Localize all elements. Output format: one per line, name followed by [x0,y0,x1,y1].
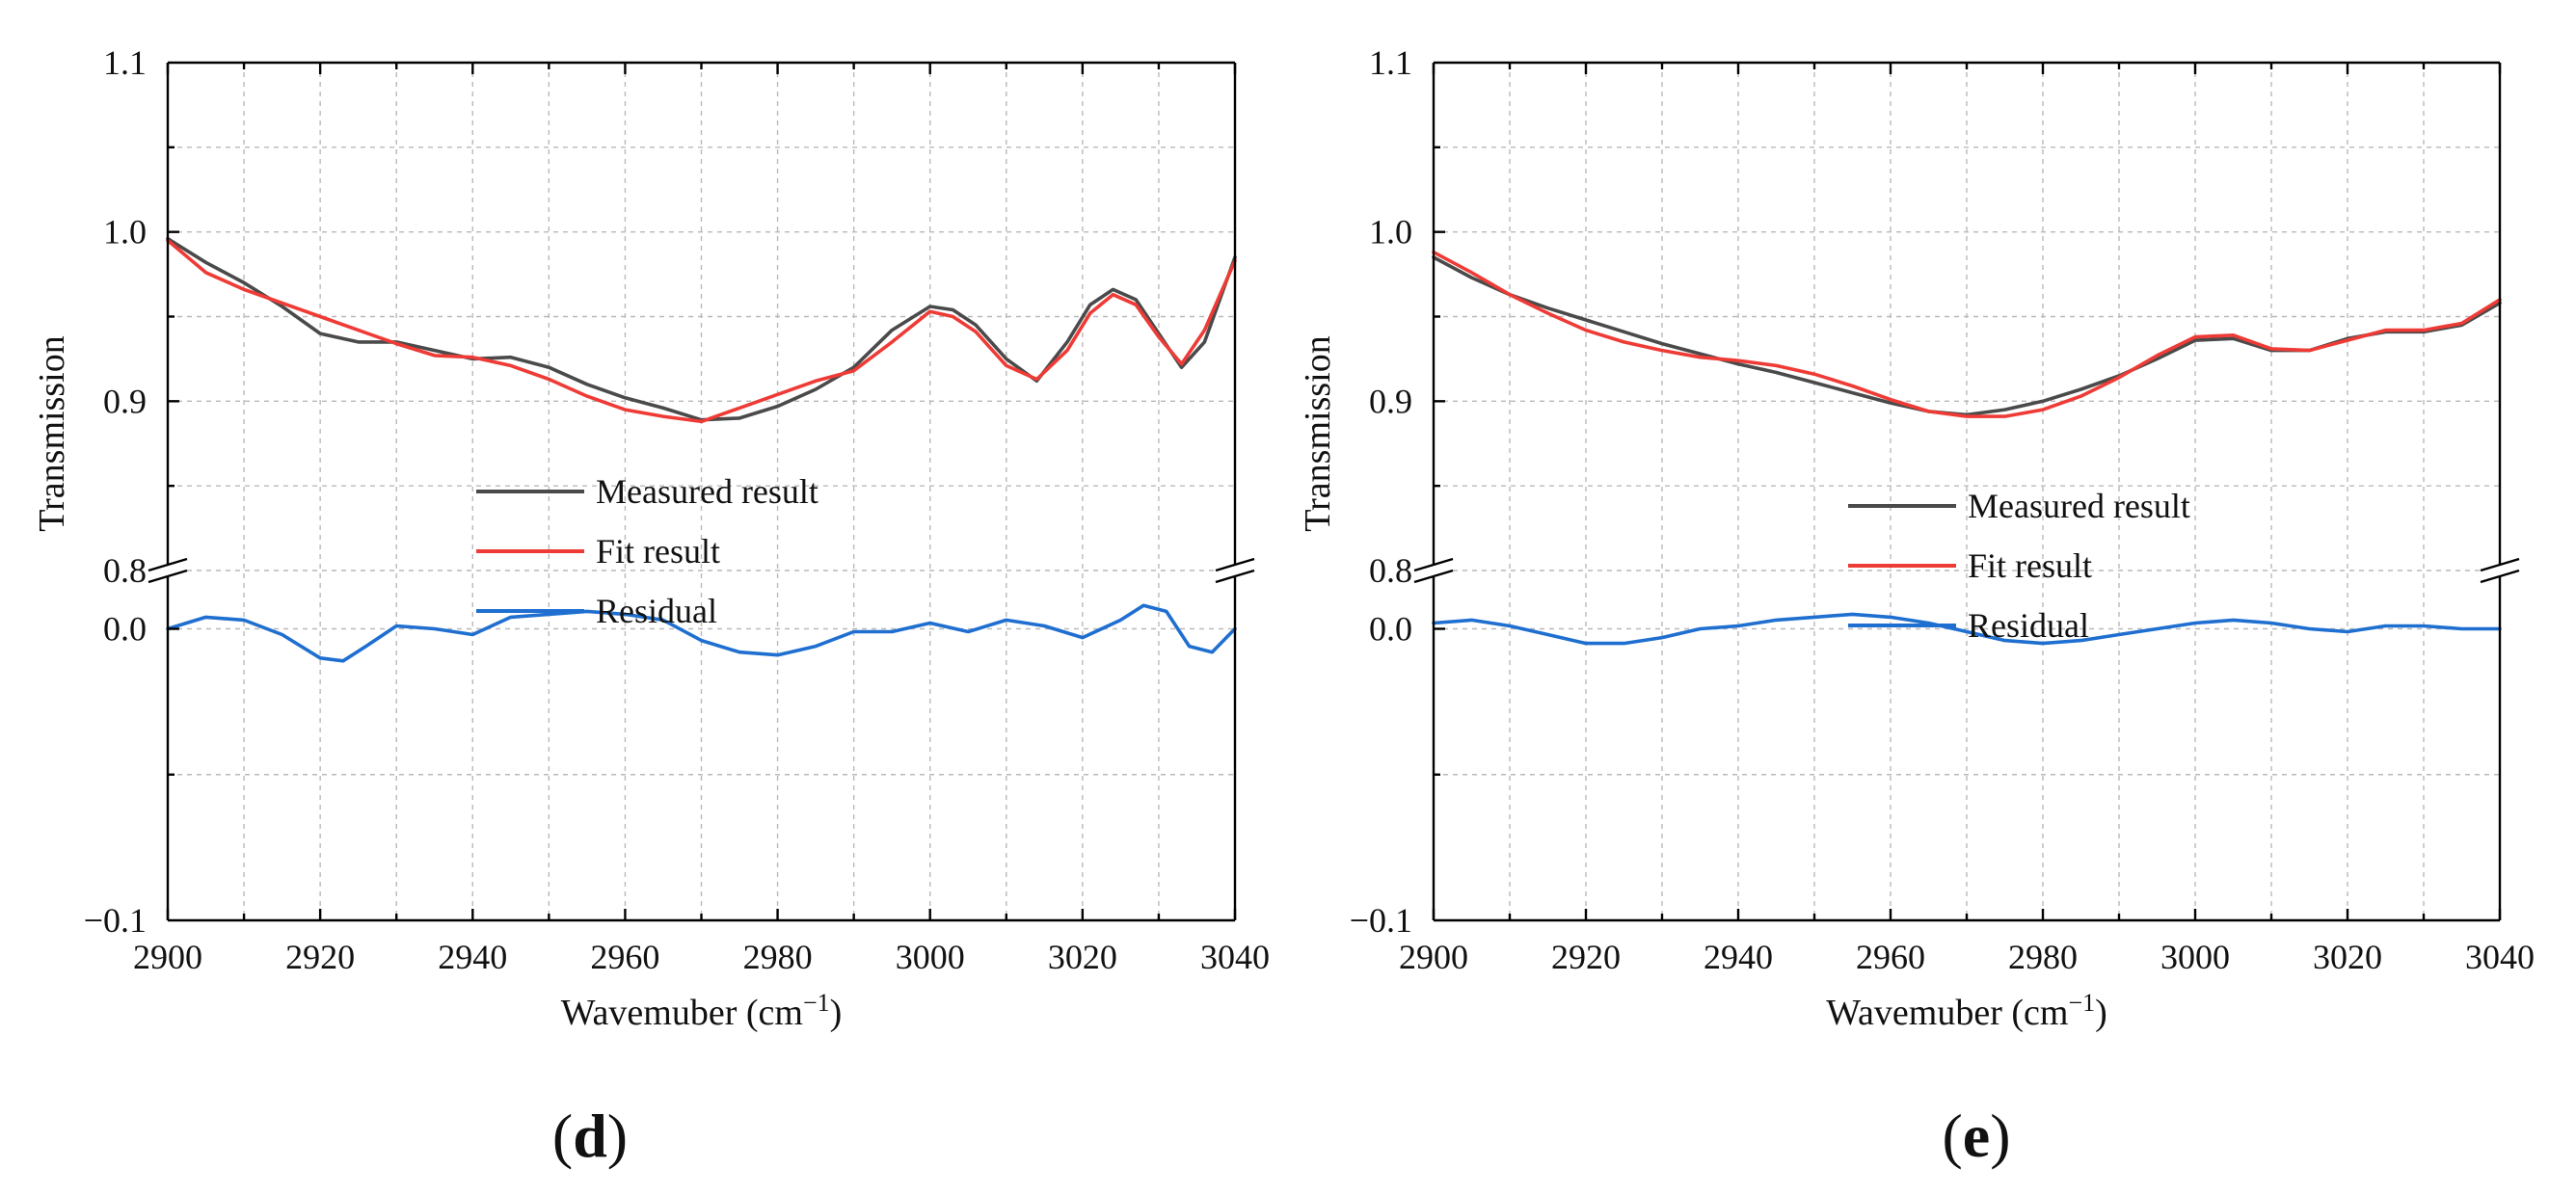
x-tick-label: 2900 [133,938,202,976]
legend-label-measured: Measured result [1968,487,2190,525]
x-axis-label: Wavemuber (cm−1) [1826,989,2107,1034]
series-line-residual [166,603,1237,663]
series-line-fit-result [1432,250,2502,418]
axis-break-mark [1413,557,1454,572]
axis-break-mark [1215,569,1255,584]
panel-label-e: (e) [1942,1102,2010,1170]
y-tick-label: −0.1 [1350,901,1412,940]
x-tick-label: 2960 [1856,938,1925,976]
axis-break-mark [2480,557,2520,572]
legend-label-fit: Fit result [1968,546,2092,585]
panel-label-d: (d) [552,1102,628,1170]
y-tick-label: 0.8 [103,551,147,590]
chart-panel-e: 2900 2920 2940 2960 2980 3000 3020 3040 … [1298,43,2535,1033]
x-tick-label: 2980 [743,938,813,976]
chart-panel-d: 2900 2920 2940 2960 2980 3000 3020 3040 … [32,43,1270,1033]
axis-break-mark [1413,569,1454,584]
x-tick-label: 2940 [1704,938,1773,976]
legend-label-fit: Fit result [596,532,720,571]
tick-labels: 2900 2920 2940 2960 2980 3000 3020 3040 … [1350,43,2535,976]
series-line-residual [1432,612,2502,646]
x-tick-label: 3020 [1048,938,1117,976]
y-axis-label: Transmission [32,335,72,531]
y-tick-label: 0.8 [1369,551,1412,590]
x-tick-label: 3040 [1200,938,1270,976]
y-tick-label: 1.0 [1369,213,1412,252]
y-axis-label: Transmission [1298,335,1338,531]
x-tick-label: 3020 [2313,938,2382,976]
x-tick-label: 3000 [2160,938,2230,976]
legend: Measured result Fit result Residual [1848,487,2190,645]
legend-label-residual: Residual [1968,606,2089,645]
x-tick-label: 3000 [896,938,965,976]
axis-break-mark [148,557,188,572]
legend-label-residual: Residual [596,592,717,630]
axis-break-mark [2480,569,2520,584]
axis-break-mark [148,569,188,584]
x-tick-label: 2920 [1551,938,1621,976]
y-tick-label: 1.1 [1369,43,1412,82]
grid [1434,63,2500,920]
x-tick-label: 3040 [2465,938,2535,976]
x-tick-label: 2920 [285,938,355,976]
y-tick-label: 1.1 [103,43,147,82]
y-tick-label: 0.9 [1369,382,1412,420]
x-tick-label: 2960 [590,938,659,976]
y-tick-label: −0.1 [84,901,147,940]
series-line-measured-result [166,236,1237,422]
x-tick-label: 2900 [1399,938,1468,976]
x-tick-label: 2940 [438,938,507,976]
y-tick-label: 0.0 [1369,610,1412,649]
series-layer [1432,250,2502,646]
x-tick-label: 2980 [2008,938,2078,976]
tick-labels: 2900 2920 2940 2960 2980 3000 3020 3040 … [84,43,1270,976]
axis-break-mark [1215,557,1255,572]
axes-frame [148,61,1255,922]
series-layer [166,236,1237,663]
legend-label-measured: Measured result [596,472,818,511]
y-tick-label: 1.0 [103,213,147,252]
axes-frame [1413,61,2520,922]
legend: Measured result Fit result Residual [476,472,818,630]
y-tick-label: 0.9 [103,382,147,420]
x-axis-label: Wavemuber (cm−1) [561,989,843,1034]
series-line-fit-result [166,238,1237,424]
y-tick-label: 0.0 [103,610,147,649]
